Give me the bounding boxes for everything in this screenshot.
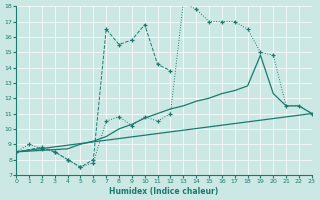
X-axis label: Humidex (Indice chaleur): Humidex (Indice chaleur) [109, 187, 219, 196]
